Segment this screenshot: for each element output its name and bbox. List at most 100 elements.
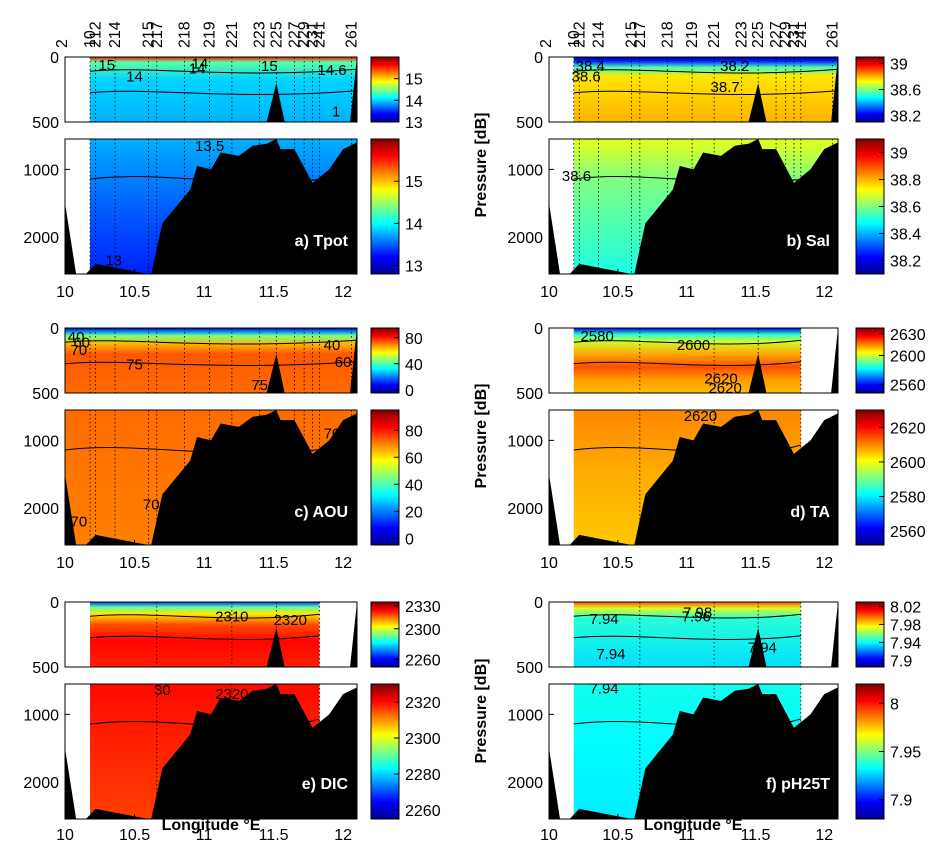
panel-c-xtick-label: 11.5 xyxy=(259,555,289,572)
panel-f-bottom-axes: 1000 2000 7.94 f) pH25T xyxy=(507,681,839,820)
panel-b-ytick-label: 500 xyxy=(516,115,543,132)
panel-a-station-label: 212 xyxy=(88,21,105,48)
panel-b-xtick-label: 10.5 xyxy=(602,284,633,301)
panel-a-station-label: 223 xyxy=(252,21,269,48)
panel-c-contour-label: 70 xyxy=(324,426,341,443)
panel-d-label: d) TA xyxy=(790,504,830,521)
panel-b-contour-label: 38.6 xyxy=(562,168,591,185)
panel-c-contour xyxy=(64,339,358,345)
panel-c-xtick-label: 11 xyxy=(196,555,213,572)
panel-b-colorbar-top: 39 38.6 38.2 xyxy=(855,56,921,126)
panel-d-xtick-label: 10.5 xyxy=(602,555,633,572)
panel-d-colorbar-tick-label: 2600 xyxy=(890,455,926,472)
panel-b-contour xyxy=(573,68,839,74)
panel-c-bottom-axes: 1000 2000 70 70 70 c) AOU xyxy=(23,409,358,546)
panel-b-station-label: 221 xyxy=(706,21,723,48)
panel-c-ytick-label: 500 xyxy=(32,386,59,403)
panel-b-colorbar-bottom: 39 38.8 38.6 38.4 38.2 xyxy=(855,138,921,275)
panel-b-station-label: 217 xyxy=(632,21,649,48)
panel-a-bathymetry-top xyxy=(266,57,357,122)
panel-a-colorbar-tick-label: 15 xyxy=(405,174,423,191)
panel-d-contour-label: 2580 xyxy=(580,328,613,345)
panel-f-label: f) pH25T xyxy=(766,776,830,793)
panel-a-contour-label: 13.5 xyxy=(195,138,224,155)
panel-e-contour xyxy=(89,613,320,619)
panel-d-ytick-label: 500 xyxy=(516,386,543,403)
panel-a-station-label: 229 xyxy=(296,21,313,48)
panel-e-contour-label: 2320 xyxy=(274,612,307,629)
panel-d-contour xyxy=(573,361,801,366)
panel-c-xtick-label: 12 xyxy=(334,555,352,572)
panel-c-bottom-frame xyxy=(64,409,358,546)
panel-c-ytick-label: 2000 xyxy=(23,501,59,518)
panel-d-bottom-yticks: 1000 2000 xyxy=(507,433,554,518)
panel-c-colorbar-top: 80 40 0 xyxy=(370,327,423,400)
panel-d-bottom-axes: 1000 2000 2620 d) TA xyxy=(507,408,839,546)
panel-b-station-label: 219 xyxy=(684,21,701,48)
panel-d-top-yticks: 0 500 xyxy=(516,321,554,403)
panel-f-xtick-label: 10 xyxy=(540,827,558,841)
panel-e-bottom-frame xyxy=(64,683,358,820)
panel-f-top-axes: 0 500 7.94 7.967.98 7.94 7.94 xyxy=(516,595,839,677)
panel-b-xtick-label: 12 xyxy=(815,284,833,301)
panel-d-contour xyxy=(573,339,801,345)
panel-b-colorbar-tick-label: 39 xyxy=(890,146,908,163)
panel-c-colorbar-tick-label: 80 xyxy=(405,423,423,440)
panel-c-colorbar-bottom: 80 60 40 20 0 xyxy=(370,409,423,548)
panel-b-station-label: 218 xyxy=(659,21,676,48)
panel-a-xtick-label: 11.5 xyxy=(259,284,289,301)
panel-b-top-axes: 0 500 38.438.6 38.2 38.7 xyxy=(516,50,839,132)
panel-a-colorbar-bottom-bar xyxy=(370,138,400,275)
panel-c-contour-label: 60 xyxy=(335,354,352,371)
panel-e-colorbar-top-bar xyxy=(370,601,400,668)
panel-a-contour xyxy=(89,68,358,74)
panel-b-bottom-axes: 1000 2000 38.6 3 b) Sal xyxy=(507,138,839,275)
panel-a-station-label: 221 xyxy=(224,21,241,48)
panel-a-ytick-label: 2000 xyxy=(23,230,59,247)
panel-d-colorbar-tick-label: 2560 xyxy=(890,377,926,394)
panel-c-contour-label: 70 xyxy=(71,342,88,359)
panel-b-top-frame xyxy=(548,56,839,123)
panel-d-colorbar-tick-label: 2600 xyxy=(890,348,926,365)
xlabel-right: Longitude °E xyxy=(644,817,743,834)
panel-d-ytick-label: 2000 xyxy=(507,501,543,518)
panel-a-contour-label: 15 xyxy=(261,58,278,75)
panel-a-bottom-axes: 1000 2000 13.5 13 a) Tpot xyxy=(23,138,358,275)
panel-f-colorbar-bottom: 8 7.95 7.9 xyxy=(855,683,921,820)
panel-b-station-label: 261 xyxy=(824,21,841,48)
panel-a-station-label: 2 xyxy=(54,39,71,48)
panel-c-bathymetry xyxy=(65,410,357,545)
panel-f-bottom-yticks: 1000 2000 xyxy=(507,707,554,792)
panel-e-contour-label: 30 xyxy=(154,682,171,699)
panel-a-contour-label: 14 xyxy=(126,69,143,86)
panel-f-xtick-label: 11 xyxy=(678,827,695,841)
panel-b-station-label: 223 xyxy=(734,21,751,48)
panel-d-xticks: 10 10.5 11 11.5 12 xyxy=(540,540,833,572)
panel-f-colorbar-tick-label: 7.9 xyxy=(890,653,912,670)
panel-c-contour-label: 40 xyxy=(324,337,341,354)
panel-f-colorbar-tick-label: 8.02 xyxy=(890,599,921,616)
panel-d-colorbar-top: 2630 2600 2560 xyxy=(855,327,926,394)
panel-b-xticks: 10 10.5 11 11.5 12 xyxy=(540,269,833,301)
panel-b-colorbar-tick-label: 38.6 xyxy=(890,83,921,100)
panel-a-colorbar-tick-label: 13 xyxy=(405,115,423,132)
panel-e-ytick-label: 500 xyxy=(32,660,59,677)
panel-e-ytick-label: 1000 xyxy=(23,707,59,724)
panel-c-colorbar-tick-label: 0 xyxy=(405,383,414,400)
panel-a-station-label: 225 xyxy=(268,21,285,48)
panel-e-colorbar-tick-label: 2300 xyxy=(405,622,441,639)
panel-c-colorbar-tick-label: 0 xyxy=(405,531,414,548)
panel-a-contour-label: 13 xyxy=(105,253,122,270)
panel-a-xticks: 10 10.5 11 11.5 12 xyxy=(56,269,352,301)
panel-c-ytick-label: 1000 xyxy=(23,433,59,450)
panel-e-bathymetry xyxy=(65,684,357,819)
panel-e-ytick-label: 2000 xyxy=(23,775,59,792)
panel-f-ytick-label: 2000 xyxy=(507,775,543,792)
panel-e-xtick-label: 10.5 xyxy=(119,827,150,841)
panel-f-xticks: 10 10.5 11 11.5 12 xyxy=(540,814,833,841)
